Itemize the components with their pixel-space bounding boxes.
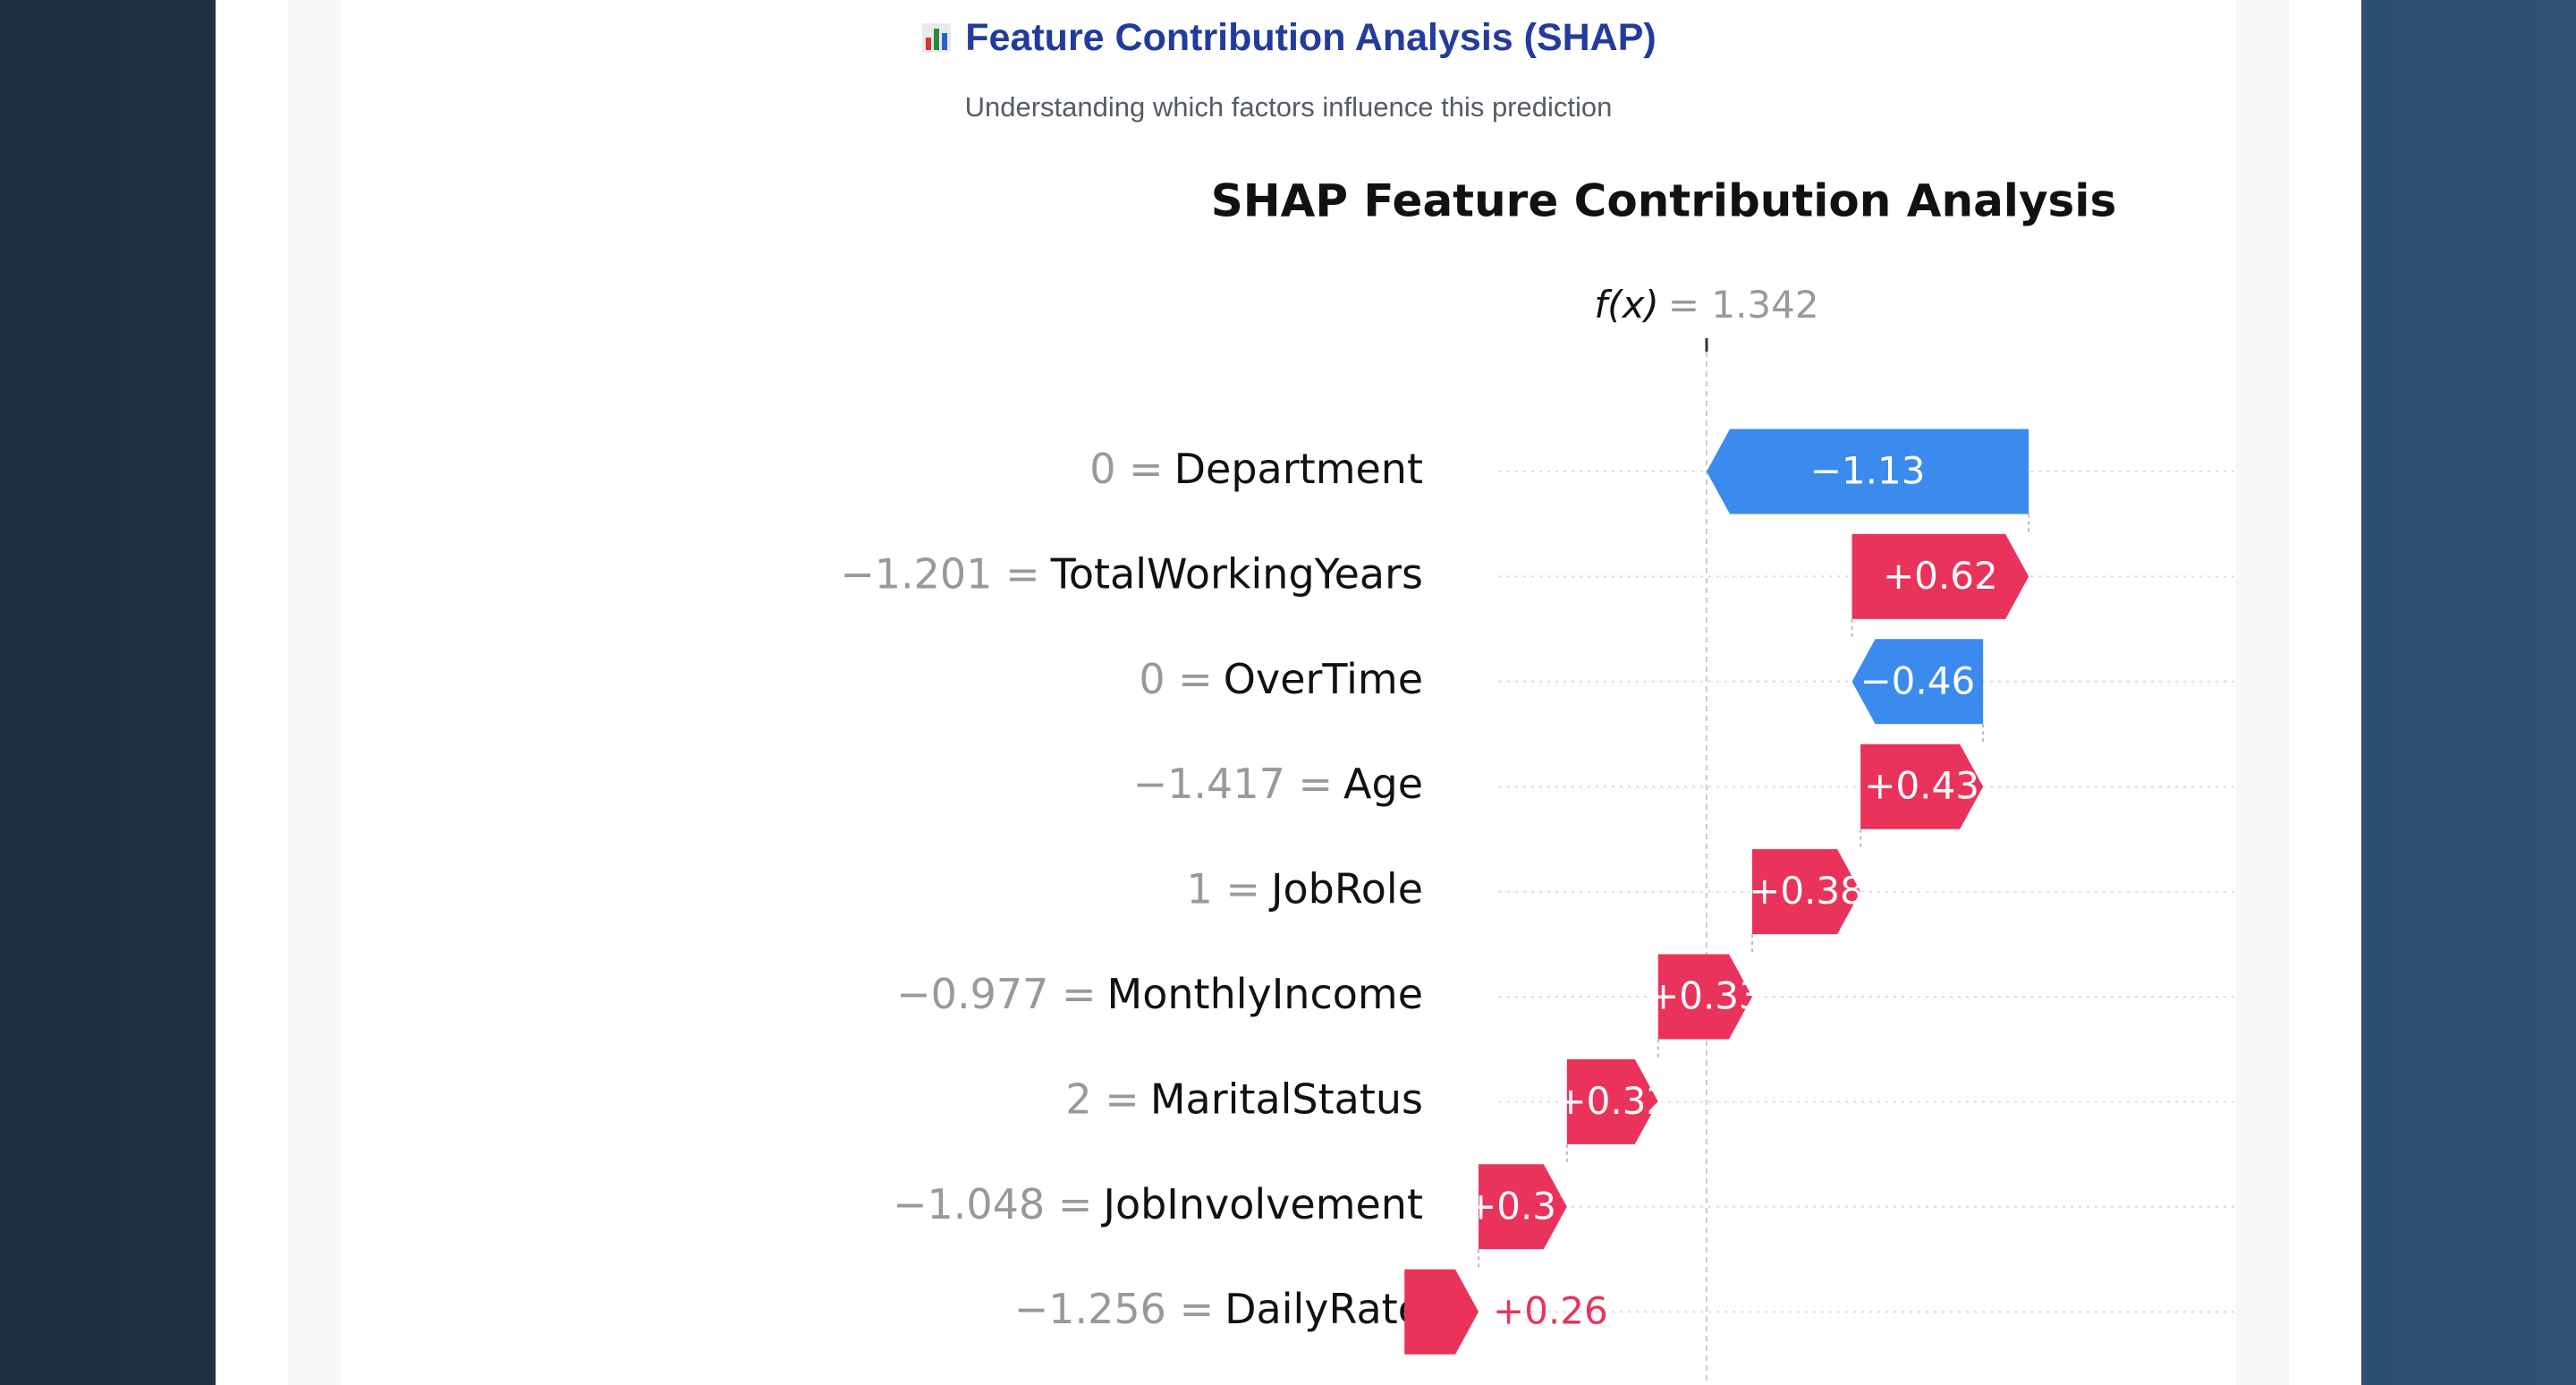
chart: SHAP Feature Contribution Analysis f(x) =…	[840, 175, 2236, 1385]
card: Feature Contribution Analysis (SHAP) Und…	[341, 0, 2236, 1385]
chart-icon	[922, 23, 952, 52]
value-label: −0.46	[1860, 659, 1975, 702]
bar	[1479, 1164, 1567, 1250]
feature-value: 0 =	[1089, 445, 1163, 493]
feature-label: 2 = MaritalStatus	[1065, 1075, 1423, 1123]
section-title: Feature Contribution Analysis (SHAP)	[341, 16, 2236, 60]
bar	[1751, 849, 1861, 935]
feature-label: 0 = Department	[1089, 445, 1423, 493]
fx-label: f(x) = 1.342	[1594, 283, 1818, 327]
feature-name: MonthlyIncome	[1107, 970, 1423, 1018]
feature-name: DailyRate	[1224, 1285, 1423, 1333]
feature-name: JobRole	[1268, 864, 1423, 913]
feature-label: −1.256 = DailyRate	[1014, 1285, 1423, 1333]
value-label: +0.32	[1555, 1079, 1670, 1123]
feature-name: Department	[1174, 445, 1423, 493]
bar	[1707, 429, 2029, 514]
feature-label: −1.417 = Age	[1133, 760, 1423, 808]
value-label: +0.33	[1648, 974, 1763, 1018]
feature-name: Age	[1343, 760, 1423, 808]
feature-name: MaritalStatus	[1150, 1075, 1423, 1123]
feature-value: 1 =	[1187, 864, 1260, 913]
section-subtitle: Understanding which factors influence th…	[964, 91, 1613, 123]
feature-name: JobInvolvement	[1100, 1179, 1423, 1228]
feature-value: 2 =	[1065, 1075, 1139, 1123]
bar	[1566, 1058, 1658, 1144]
title-text: Feature Contribution Analysis (SHAP)	[965, 16, 1657, 59]
bar	[1404, 1269, 1479, 1355]
feature-name: OverTime	[1224, 654, 1423, 702]
feature-name: TotalWorkingYears	[1050, 549, 1423, 598]
value-label: −1.13	[1810, 449, 1926, 493]
feature-label: −0.977 = MonthlyIncome	[896, 970, 1423, 1018]
feature-label: 1 = JobRole	[1187, 864, 1423, 913]
bar	[1657, 954, 1752, 1040]
feature-value: 0 =	[1139, 654, 1212, 702]
feature-label: 0 = OverTime	[1139, 654, 1423, 702]
value-label: +0.62	[1883, 554, 1998, 598]
value-label: +0.31	[1465, 1184, 1580, 1228]
bar	[1860, 743, 1984, 829]
fx-value: = 1.342	[1668, 283, 1819, 327]
value-label: +0.38	[1749, 869, 1864, 913]
fx-name: f(x)	[1594, 283, 1658, 327]
value-label: +0.43	[1864, 764, 1979, 808]
feature-value: −1.256 =	[1014, 1285, 1214, 1333]
feature-value: −1.417 =	[1133, 760, 1333, 808]
bar	[1852, 639, 1984, 725]
feature-value: −1.048 =	[893, 1179, 1092, 1228]
chart-title: SHAP Feature Contribution Analysis	[1211, 175, 2116, 227]
bar	[1852, 533, 2029, 619]
page-frame: Feature Contribution Analysis (SHAP) Und…	[216, 0, 2361, 1385]
feature-value: −0.977 =	[896, 970, 1096, 1018]
value-label: +0.26	[1493, 1289, 1608, 1333]
feature-label: −1.048 = JobInvolvement	[893, 1179, 1423, 1228]
content-panel: Feature Contribution Analysis (SHAP) Und…	[288, 0, 2289, 1385]
feature-value: −1.201 =	[840, 549, 1039, 598]
feature-label: −1.201 = TotalWorkingYears	[840, 549, 1423, 598]
